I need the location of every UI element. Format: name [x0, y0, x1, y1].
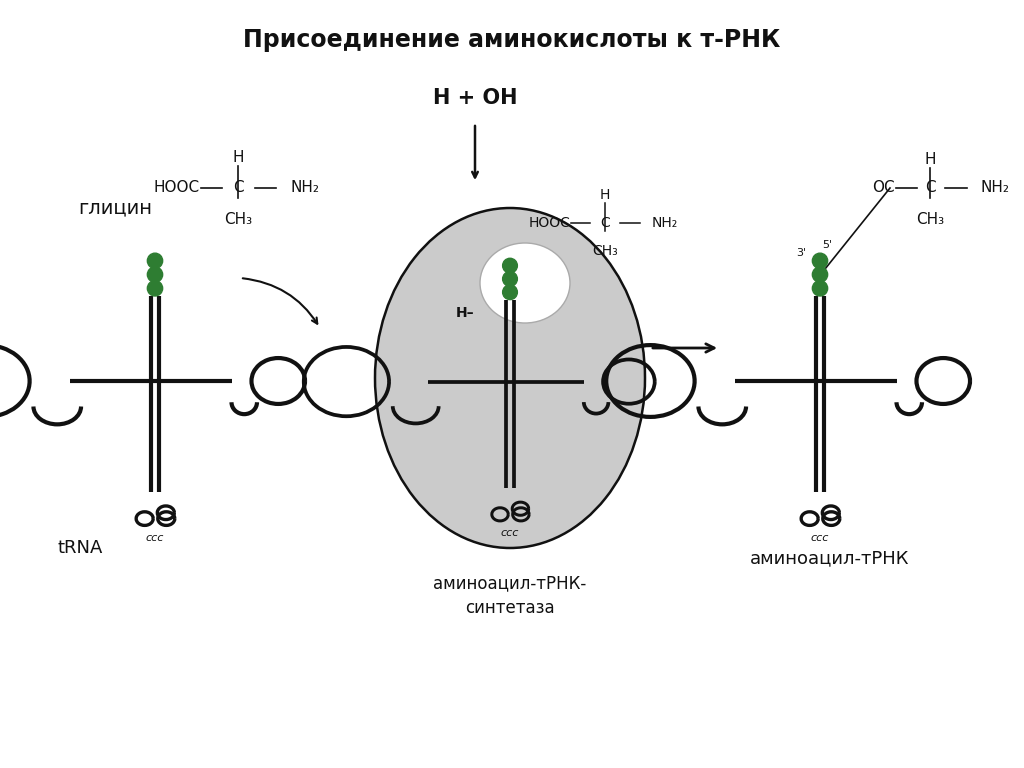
Text: H: H [925, 153, 936, 167]
Text: NH₂: NH₂ [290, 180, 319, 196]
Circle shape [503, 258, 517, 273]
Text: ccc: ccc [811, 533, 829, 543]
Circle shape [147, 280, 163, 296]
Text: CH₃: CH₃ [224, 213, 252, 227]
Text: tRNA: tRNA [57, 539, 102, 557]
Text: HOOC: HOOC [154, 180, 200, 196]
Text: аминоацил-тРНК: аминоацил-тРНК [751, 549, 909, 567]
Text: CH₃: CH₃ [592, 244, 617, 258]
Circle shape [147, 267, 163, 282]
Text: синтетаза: синтетаза [465, 599, 555, 617]
Circle shape [147, 253, 163, 269]
Text: ccc: ccc [145, 533, 164, 543]
Text: CH₃: CH₃ [915, 213, 944, 227]
Text: NH₂: NH₂ [980, 180, 1009, 196]
Text: HOOC: HOOC [528, 216, 570, 230]
Circle shape [812, 280, 827, 296]
Circle shape [503, 272, 517, 286]
Text: H: H [600, 188, 610, 202]
Text: NH₂: NH₂ [652, 216, 678, 230]
Ellipse shape [480, 243, 570, 323]
Text: H + OH: H + OH [433, 88, 517, 108]
Text: OC: OC [872, 180, 895, 196]
Text: C: C [600, 216, 610, 230]
Circle shape [503, 285, 517, 300]
Circle shape [812, 267, 827, 282]
Text: аминоацил-тРНК-: аминоацил-тРНК- [433, 574, 587, 592]
Circle shape [812, 253, 827, 269]
Text: 5': 5' [821, 240, 831, 250]
Text: C: C [232, 180, 244, 196]
Text: глицин: глицин [78, 198, 152, 217]
Text: C: C [925, 180, 935, 196]
Text: H: H [232, 151, 244, 165]
Ellipse shape [375, 208, 645, 548]
Text: H–: H– [456, 306, 474, 320]
Text: 3': 3' [797, 249, 806, 259]
Text: Присоединение аминокислоты к т-РНК: Присоединение аминокислоты к т-РНК [244, 28, 780, 52]
Text: ccc: ccc [501, 528, 519, 538]
